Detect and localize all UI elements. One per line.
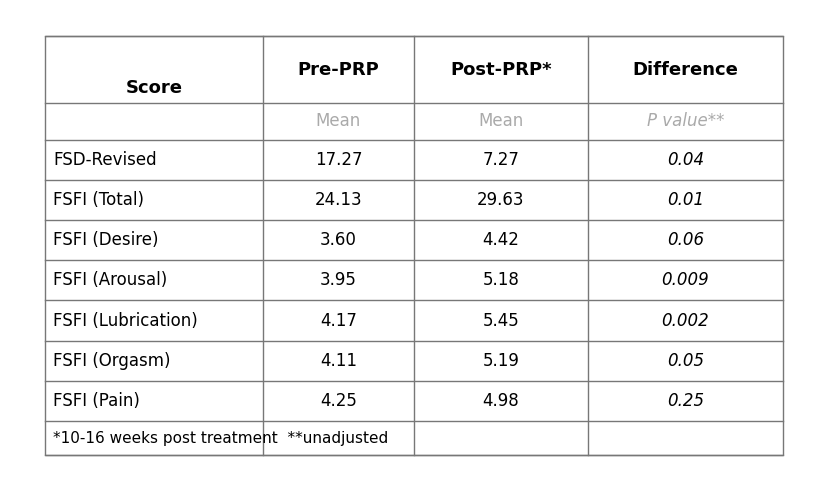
Text: 0.002: 0.002 xyxy=(661,311,708,330)
Text: 4.25: 4.25 xyxy=(319,392,356,410)
Text: *10-16 weeks post treatment  **unadjusted: *10-16 weeks post treatment **unadjusted xyxy=(53,431,388,446)
Bar xyxy=(45,36,782,455)
Text: 3.60: 3.60 xyxy=(319,231,356,249)
Text: FSFI (Arousal): FSFI (Arousal) xyxy=(53,271,167,289)
Text: FSFI (Orgasm): FSFI (Orgasm) xyxy=(53,352,170,370)
Text: FSFI (Lubrication): FSFI (Lubrication) xyxy=(53,311,198,330)
Text: Mean: Mean xyxy=(315,112,360,131)
Text: 24.13: 24.13 xyxy=(314,191,362,209)
Text: 5.19: 5.19 xyxy=(482,352,518,370)
Text: 5.18: 5.18 xyxy=(482,271,518,289)
Text: 5.45: 5.45 xyxy=(482,311,518,330)
Text: 0.25: 0.25 xyxy=(666,392,703,410)
Text: Score: Score xyxy=(125,79,183,97)
Text: 4.17: 4.17 xyxy=(319,311,356,330)
Text: 0.06: 0.06 xyxy=(666,231,703,249)
Text: P value**: P value** xyxy=(645,112,723,131)
Text: Pre-PRP: Pre-PRP xyxy=(297,61,379,79)
Text: 17.27: 17.27 xyxy=(314,151,362,169)
Text: FSFI (Total): FSFI (Total) xyxy=(53,191,144,209)
Text: 7.27: 7.27 xyxy=(482,151,518,169)
Text: FSD-Revised: FSD-Revised xyxy=(53,151,156,169)
Text: Mean: Mean xyxy=(477,112,523,131)
Text: 4.98: 4.98 xyxy=(482,392,518,410)
Text: 29.63: 29.63 xyxy=(477,191,524,209)
Text: 4.42: 4.42 xyxy=(482,231,518,249)
Text: 0.04: 0.04 xyxy=(666,151,703,169)
Text: 3.95: 3.95 xyxy=(319,271,356,289)
Text: 0.01: 0.01 xyxy=(666,191,703,209)
Text: 0.05: 0.05 xyxy=(666,352,703,370)
Text: FSFI (Pain): FSFI (Pain) xyxy=(53,392,140,410)
Text: 4.11: 4.11 xyxy=(319,352,356,370)
Text: Post-PRP*: Post-PRP* xyxy=(450,61,551,79)
Text: Difference: Difference xyxy=(631,61,737,79)
Text: 0.009: 0.009 xyxy=(661,271,708,289)
Text: FSFI (Desire): FSFI (Desire) xyxy=(53,231,159,249)
